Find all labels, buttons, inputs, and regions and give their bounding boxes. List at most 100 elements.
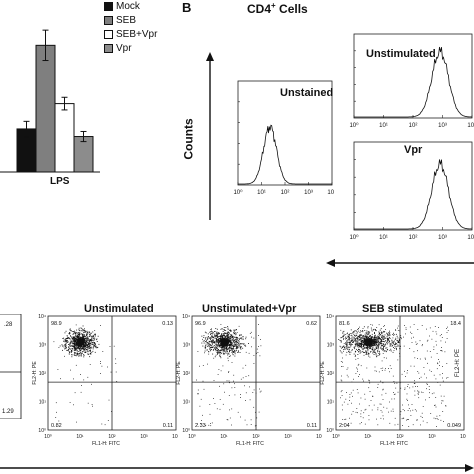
bar-seb [35, 44, 56, 173]
dot-plot-ytick: 10¹ [183, 400, 191, 406]
panel-b-title-rest: Cells [275, 2, 308, 16]
dot-plot-ytick: 10³ [39, 343, 47, 349]
dot-plot-xtick: 10³ [140, 434, 148, 440]
histogram-tick-label: 10² [409, 235, 418, 241]
bar-seb-vpr [54, 103, 75, 173]
dot-plot-ytick: 10³ [183, 343, 191, 349]
quadrant-value-lower-right: 0.11 [163, 423, 173, 429]
dot-plot-ytick: 10⁴ [38, 314, 46, 320]
legend-item-mock: Mock [104, 0, 140, 13]
legend-item-vpr: Vpr [104, 42, 132, 55]
partial-scatter-left: .28 1.29 [0, 313, 22, 420]
histogram-tick-label: 10¹ [379, 123, 388, 129]
partial-value-top: .28 [4, 322, 13, 328]
partial-value-bottom: 1.29 [2, 409, 14, 415]
bar-chart-panel [0, 0, 120, 190]
counts-arrow [206, 52, 214, 220]
dot-plot-xtick: 10⁰ [332, 434, 340, 440]
dot-plot-xtick: 10⁴ [316, 434, 322, 440]
dot-plot-ytick: 10⁰ [38, 428, 46, 434]
legend-swatch-seb-vpr [104, 30, 113, 39]
dot-plot-xtick: 10² [252, 434, 260, 440]
histogram-vpr: 10⁰ 10¹ 10² 10³ 10⁴ Vpr [344, 140, 474, 244]
dot-plot-xlabel: FL1-H: FITC [380, 441, 408, 447]
dot-cloud [53, 324, 118, 426]
histogram-title: Unstimulated [366, 48, 436, 60]
legend-label: SEB+Vpr [116, 29, 158, 40]
histogram-title: Unstained [280, 87, 334, 99]
legend-swatch-seb [104, 16, 113, 25]
dot-plot-ylabel: FL2-H: PE [320, 361, 326, 385]
quadrant-value-upper-right: 18.4 [450, 321, 461, 327]
dot-plot-xtick: 10⁰ [188, 434, 196, 440]
histogram-tick-label: 10⁴ [327, 189, 334, 196]
dot-plot-ytick: 10⁴ [326, 314, 334, 320]
dot-plot-ytick: 10⁰ [182, 428, 190, 434]
dot-plot-ylabel: FL2-H: PE [32, 361, 38, 385]
partial-scatter-frame [0, 313, 22, 420]
histogram-plot: 10⁰ 10¹ 10² 10³ 10⁴ [233, 80, 337, 196]
dot-plot-ytick: 10² [183, 371, 191, 377]
panel-b-title-main: CD4 [247, 2, 272, 16]
scatter-title: Unstimulated+Vpr [202, 303, 297, 315]
histogram-tick-label: 10³ [438, 123, 447, 129]
histogram-title: Vpr [404, 144, 423, 156]
dot-plot-xtick: 10² [108, 434, 116, 440]
histogram-tick-label: 10¹ [379, 235, 388, 241]
dot-plot-xtick: 10⁴ [172, 434, 178, 440]
scatter-title: Unstimulated [84, 303, 154, 315]
histogram-unstained: 10⁰ 10¹ 10² 10³ 10⁴ Unstained [228, 79, 337, 199]
dot-cloud [338, 324, 449, 427]
dot-plot-ytick: 10¹ [39, 400, 47, 406]
quadrant-value-upper-left: 96.9 [195, 321, 206, 327]
quadrant-value-lower-left: 2.33 [195, 423, 206, 429]
dot-plot-xtick: 10¹ [76, 434, 84, 440]
partial-right-ylabel: FL2-H: PE [455, 348, 462, 378]
legend-label: SEB [116, 15, 137, 26]
legend-label: Mock [116, 1, 140, 12]
legend-item-seb: SEB [104, 14, 136, 27]
histogram-tick-label: 10⁴ [467, 122, 474, 129]
histogram-tick-label: 10² [281, 190, 290, 196]
histogram-curve [354, 46, 473, 118]
histogram-unstimulated: 10⁰ 10¹ 10² 10³ 10⁴ Unstimulated [344, 32, 474, 132]
histogram-tick-label: 10⁰ [349, 122, 359, 129]
histogram-plot: 10⁰ 10¹ 10² 10³ 10⁴ [349, 33, 474, 129]
quadrant-value-upper-right: 0.62 [306, 321, 317, 327]
legend-swatch-mock [104, 2, 113, 11]
panel-b-title-sup: + [271, 1, 276, 10]
histogram-tick-label: 10³ [438, 235, 447, 241]
quadrant-value-lower-left: 0.82 [51, 423, 62, 429]
histogram-tick-label: 10⁰ [233, 189, 243, 196]
dot-plot-ytick: 10² [39, 371, 47, 377]
dot-plot-xtick: 10¹ [220, 434, 228, 440]
quadrant-value-lower-right: 0.049 [447, 423, 461, 429]
quadrant-value-upper-left: 98.9 [51, 321, 62, 327]
dot-plot-ytick: 10² [327, 371, 335, 377]
scatter-panel-seb: SEB stimulated 10⁰ 10⁰ 10¹ 10¹ 10² 10² 10³ 10³ 1… [316, 300, 466, 450]
quadrant-value-lower-right: 0.11 [307, 423, 317, 429]
dot-plot-ytick: 10³ [327, 343, 335, 349]
histogram-curve [238, 124, 332, 185]
histogram-tick-label: 10⁴ [467, 234, 474, 241]
histogram-tick-label: 10¹ [257, 190, 266, 196]
dot-cloud [196, 324, 262, 427]
dot-plot-xtick: 10⁰ [44, 434, 52, 440]
histogram-frame [353, 33, 473, 119]
quadrant-value-upper-right: 0.13 [162, 321, 173, 327]
dot-plot-xlabel: FL1-H: FITC [236, 441, 264, 447]
dot-plot-ytick: 10⁴ [182, 314, 190, 320]
scatter-title: SEB stimulated [362, 303, 443, 315]
bar-chart [0, 29, 100, 173]
scatter-panel-unstimulated-vpr: Unstimulated+Vpr 10⁰ 10⁰ 10¹ 10¹ 10² 10² 10³ 10… [172, 300, 322, 450]
bottom-arrow [0, 464, 474, 472]
panel-b-label: B [182, 0, 192, 15]
histogram-tick-label: 10⁰ [349, 234, 359, 241]
legend-item-seb-vpr: SEB+Vpr [104, 28, 157, 41]
dot-plot-xtick: 10⁴ [460, 434, 466, 440]
dot-plot-ylabel: FL2-H: PE [176, 361, 182, 385]
histogram-tick-label: 10³ [304, 190, 313, 196]
